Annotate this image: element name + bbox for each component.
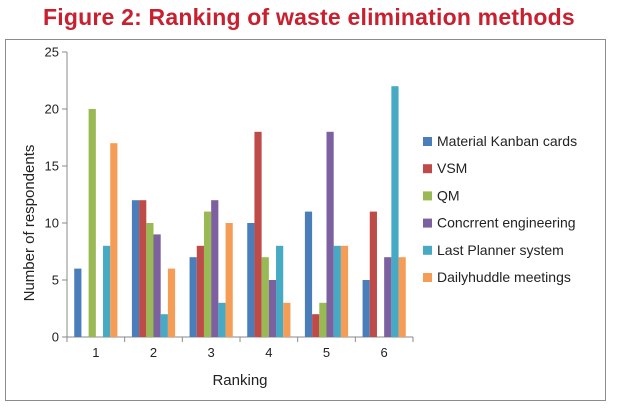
bar (153, 234, 161, 337)
bar (211, 200, 219, 337)
y-tick-label: 25 (45, 45, 59, 60)
x-tick-label: 4 (265, 345, 272, 360)
legend-swatch (423, 273, 432, 282)
x-tick-label: 2 (150, 345, 157, 360)
bar (398, 257, 406, 337)
legend-label: QM (437, 187, 460, 203)
bar (268, 280, 277, 337)
bar (276, 245, 284, 337)
x-tick-label: 5 (323, 345, 330, 360)
bar (103, 245, 111, 337)
bar (319, 302, 327, 337)
x-tick-label: 1 (92, 345, 99, 360)
bar (369, 211, 377, 337)
x-axis-label: Ranking (212, 372, 267, 389)
bar (362, 280, 370, 337)
legend-label: Concrrent engineering (437, 215, 576, 231)
bar (312, 314, 320, 337)
legend-label: VSM (437, 160, 467, 176)
bar (203, 211, 212, 337)
bar (340, 245, 349, 337)
x-tick-label: 3 (208, 345, 215, 360)
bar (247, 223, 255, 337)
chart-title: Figure 2: Ranking of waste elimination m… (43, 4, 575, 30)
bar (74, 268, 82, 337)
bar (254, 131, 262, 337)
legend-label: Material Kanban cards (437, 133, 577, 149)
y-tick-label: 15 (45, 159, 59, 174)
legend-swatch (423, 164, 432, 174)
bar (139, 200, 147, 337)
bar-chart: 0 5 10 15 20 25 1 2 3 4 5 6 Material Kanban cards VS… (21, 45, 577, 390)
bar (261, 257, 269, 337)
x-tick-label: 6 (381, 345, 388, 360)
chart-frame: 0 5 10 15 20 25 1 2 3 4 5 6 Material Kanban cards VS… (5, 39, 606, 401)
legend-swatch (423, 191, 432, 201)
legend-label: Last Planner system (437, 242, 564, 258)
y-axis-label: Number of respondents (21, 145, 38, 302)
y-tick-label: 20 (45, 102, 59, 117)
legend-swatch (423, 137, 432, 146)
bar (326, 131, 334, 337)
legend: Material Kanban cards VSM QM Concrrent engi… (423, 133, 577, 285)
legend-swatch (423, 218, 432, 228)
bar (218, 302, 226, 337)
bar (146, 223, 154, 337)
bar (196, 245, 204, 337)
bar (391, 86, 399, 337)
bar (88, 109, 96, 337)
bar (189, 257, 197, 337)
bar (110, 143, 118, 337)
legend-label: Dailyhuddle meetings (437, 269, 571, 285)
bar (131, 200, 140, 337)
y-tick-label: 0 (52, 330, 59, 345)
y-tick-label: 5 (52, 273, 59, 288)
legend-swatch (423, 245, 432, 255)
y-tick-label: 10 (45, 216, 59, 231)
bar (384, 257, 392, 337)
bar (333, 245, 341, 337)
bar (304, 211, 313, 337)
bar (283, 302, 291, 337)
bar (160, 314, 168, 337)
bar (225, 223, 233, 337)
bar (167, 268, 176, 337)
